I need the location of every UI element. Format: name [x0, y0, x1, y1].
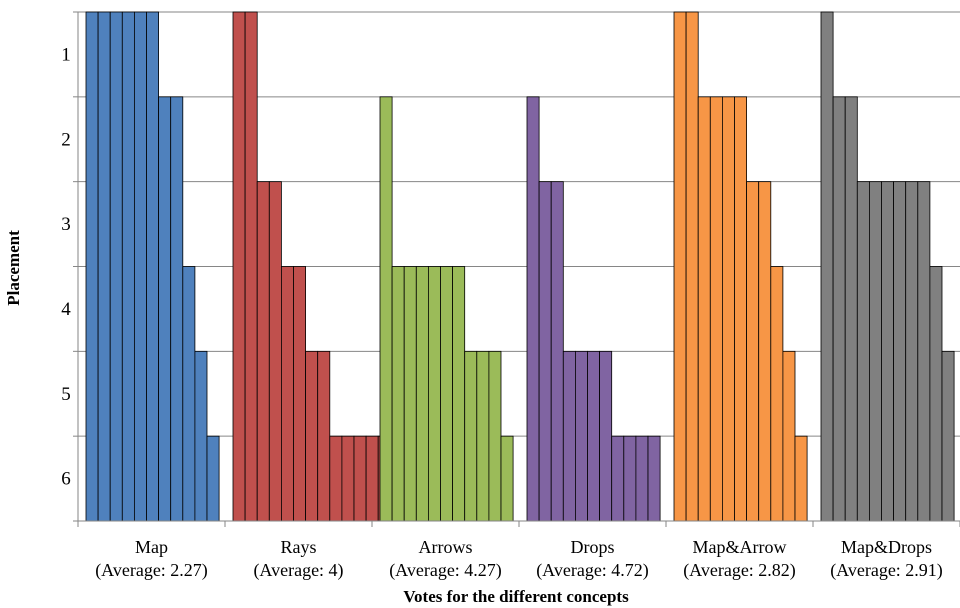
vote-bar	[905, 181, 919, 522]
category-average: (Average: 4.72)	[536, 560, 649, 581]
vote-bar	[611, 435, 625, 522]
vote-bar	[280, 266, 294, 522]
vote-bar	[782, 350, 796, 522]
vote-bar	[476, 350, 490, 522]
vote-bar	[427, 266, 441, 522]
vote-bar	[232, 11, 246, 522]
vote-bar	[158, 96, 172, 522]
vote-bar	[206, 435, 220, 522]
vote-bar	[146, 11, 160, 522]
vote-bar	[856, 181, 870, 522]
category-labels: Map (Average: 2.27) Rays (Average: 4) Arrows…	[95, 537, 943, 581]
y-tick-label: 3	[61, 214, 71, 235]
vote-bar	[500, 435, 514, 522]
vote-bar	[526, 96, 540, 522]
vote-bar	[832, 96, 846, 522]
vote-bar	[391, 266, 405, 522]
vote-bar	[133, 11, 147, 522]
vote-bar	[647, 435, 661, 522]
vote-bar	[844, 96, 858, 522]
vote-bar	[194, 350, 208, 522]
axes	[73, 11, 960, 527]
vote-bar	[293, 266, 307, 522]
vote-bar	[403, 266, 417, 522]
vote-bar	[170, 96, 184, 522]
y-tick-label: 1	[61, 44, 71, 65]
vote-bar	[820, 11, 834, 522]
vote-bar	[673, 11, 687, 522]
vote-bar	[341, 435, 355, 522]
vote-bar	[109, 11, 123, 522]
category-average: (Average: 2.91)	[830, 560, 943, 581]
vote-bar	[85, 11, 99, 522]
y-tick-label: 6	[61, 469, 71, 490]
vote-bar	[182, 266, 196, 522]
vote-bar	[538, 181, 552, 522]
vote-bar	[452, 266, 466, 522]
vote-bar	[599, 350, 613, 522]
y-tick-label: 2	[61, 129, 71, 150]
vote-bar	[722, 96, 735, 522]
vote-bar	[709, 96, 723, 522]
category-name: Arrows	[419, 537, 473, 557]
x-axis-title: Votes for the different concepts	[403, 587, 629, 606]
vote-bar	[305, 350, 319, 522]
vote-bar	[635, 435, 649, 522]
vote-bar	[881, 181, 895, 522]
vote-bar	[734, 96, 748, 522]
vote-bar	[317, 350, 331, 522]
category-average: (Average: 4.27)	[389, 560, 502, 581]
vote-bar	[365, 435, 379, 522]
y-tick-label: 4	[61, 299, 71, 320]
vote-bar	[97, 11, 111, 522]
vote-bar	[562, 350, 576, 522]
vote-bar	[415, 266, 429, 522]
vote-bar	[770, 266, 784, 522]
vote-bar	[869, 181, 882, 522]
vote-bar	[550, 181, 564, 522]
category-average: (Average: 4)	[253, 560, 343, 581]
vote-bar	[794, 435, 808, 522]
vote-bar	[244, 11, 258, 522]
category-name: Drops	[571, 537, 615, 557]
vote-bar	[893, 181, 907, 522]
y-axis-title: Placement	[4, 230, 23, 306]
vote-bar	[121, 11, 135, 522]
category-name: Rays	[281, 537, 317, 557]
vote-bar	[268, 181, 282, 522]
vote-bar	[329, 435, 343, 522]
vote-bar	[929, 266, 943, 522]
category-name: Map&Arrow	[693, 537, 787, 557]
vote-bar	[464, 350, 478, 522]
vote-bar	[697, 96, 711, 522]
vote-bar	[587, 350, 601, 522]
vote-bar	[685, 11, 699, 522]
vote-bar	[941, 350, 955, 522]
vote-bar	[623, 435, 637, 522]
y-tick-label: 5	[61, 384, 71, 405]
category-average: (Average: 2.27)	[95, 560, 208, 581]
vote-bar	[758, 181, 772, 522]
category-name: Map	[135, 537, 168, 557]
y-tick-labels: 1 2 3 4 5 6	[61, 44, 71, 489]
vote-bar	[917, 181, 931, 522]
vote-bar	[379, 96, 393, 522]
vote-bar	[256, 181, 270, 522]
vote-bar	[440, 266, 454, 522]
vote-bar	[746, 181, 760, 522]
vote-bar	[353, 435, 367, 522]
vote-bar	[488, 350, 502, 522]
vote-bar	[575, 350, 588, 522]
category-name: Map&Drops	[841, 537, 932, 557]
category-average: (Average: 2.82)	[683, 560, 796, 581]
gridlines	[78, 11, 960, 437]
